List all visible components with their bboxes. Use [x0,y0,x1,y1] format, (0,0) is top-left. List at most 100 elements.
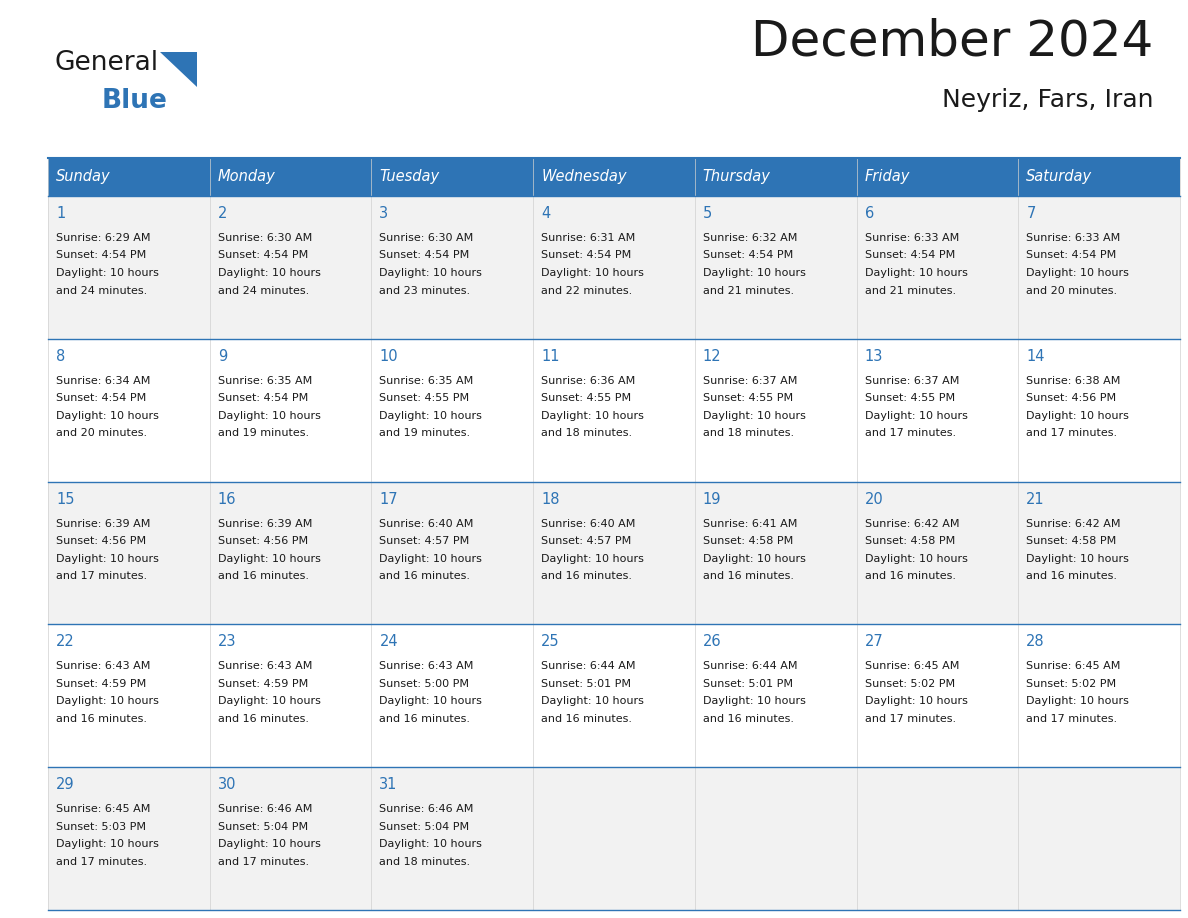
Text: and 16 minutes.: and 16 minutes. [379,714,470,724]
Text: 2: 2 [217,206,227,221]
Text: Daylight: 10 hours: Daylight: 10 hours [703,697,805,706]
Text: and 16 minutes.: and 16 minutes. [217,571,309,581]
Text: 21: 21 [1026,492,1045,507]
Text: Sunrise: 6:40 AM: Sunrise: 6:40 AM [542,519,636,529]
Text: Sunrise: 6:32 AM: Sunrise: 6:32 AM [703,233,797,243]
Text: Sunrise: 6:38 AM: Sunrise: 6:38 AM [1026,375,1120,386]
Text: and 16 minutes.: and 16 minutes. [542,571,632,581]
Text: Sunrise: 6:43 AM: Sunrise: 6:43 AM [379,661,474,671]
Text: Daylight: 10 hours: Daylight: 10 hours [379,697,482,706]
Text: and 18 minutes.: and 18 minutes. [703,429,794,438]
Text: Sunset: 4:55 PM: Sunset: 4:55 PM [865,393,955,403]
Text: Sunset: 4:54 PM: Sunset: 4:54 PM [56,251,146,261]
Text: Sunrise: 6:44 AM: Sunrise: 6:44 AM [542,661,636,671]
Text: Daylight: 10 hours: Daylight: 10 hours [542,697,644,706]
Text: Daylight: 10 hours: Daylight: 10 hours [865,410,967,420]
Text: Sunset: 4:56 PM: Sunset: 4:56 PM [56,536,146,546]
Text: 8: 8 [56,349,65,364]
Text: and 23 minutes.: and 23 minutes. [379,285,470,296]
Text: and 20 minutes.: and 20 minutes. [56,429,147,438]
Text: and 20 minutes.: and 20 minutes. [1026,285,1118,296]
Bar [48,624,1180,767]
Text: and 16 minutes.: and 16 minutes. [703,571,794,581]
Polygon shape [160,52,197,87]
Text: 3: 3 [379,206,388,221]
Text: and 17 minutes.: and 17 minutes. [1026,429,1118,438]
Text: Monday: Monday [217,170,276,185]
Text: Daylight: 10 hours: Daylight: 10 hours [1026,268,1129,278]
Text: 11: 11 [542,349,560,364]
Text: Sunrise: 6:44 AM: Sunrise: 6:44 AM [703,661,797,671]
Text: Sunset: 4:54 PM: Sunset: 4:54 PM [217,251,308,261]
Text: 18: 18 [542,492,560,507]
Text: Sunrise: 6:39 AM: Sunrise: 6:39 AM [56,519,151,529]
Bar [48,482,1180,624]
Text: Sunset: 4:54 PM: Sunset: 4:54 PM [542,251,631,261]
Text: and 17 minutes.: and 17 minutes. [56,571,147,581]
Text: and 22 minutes.: and 22 minutes. [542,285,632,296]
Bar [48,339,1180,482]
Bar [533,158,695,196]
Text: Daylight: 10 hours: Daylight: 10 hours [379,410,482,420]
Text: 28: 28 [1026,634,1045,649]
Text: 9: 9 [217,349,227,364]
Text: Daylight: 10 hours: Daylight: 10 hours [542,554,644,564]
Text: Sunrise: 6:45 AM: Sunrise: 6:45 AM [1026,661,1120,671]
Text: Thursday: Thursday [703,170,771,185]
Text: Sunrise: 6:42 AM: Sunrise: 6:42 AM [1026,519,1120,529]
Text: Sunrise: 6:36 AM: Sunrise: 6:36 AM [542,375,636,386]
Text: Daylight: 10 hours: Daylight: 10 hours [217,839,321,849]
Text: Daylight: 10 hours: Daylight: 10 hours [542,268,644,278]
Text: and 16 minutes.: and 16 minutes. [703,714,794,724]
Text: Sunset: 4:58 PM: Sunset: 4:58 PM [1026,536,1117,546]
Text: 27: 27 [865,634,884,649]
Text: 20: 20 [865,492,884,507]
Text: Daylight: 10 hours: Daylight: 10 hours [379,268,482,278]
Text: Sunset: 4:56 PM: Sunset: 4:56 PM [1026,393,1117,403]
Text: 4: 4 [542,206,550,221]
Text: Sunset: 5:02 PM: Sunset: 5:02 PM [865,679,955,688]
Text: Sunset: 4:54 PM: Sunset: 4:54 PM [703,251,794,261]
Text: 23: 23 [217,634,236,649]
Text: 31: 31 [379,778,398,792]
Text: Sunrise: 6:31 AM: Sunrise: 6:31 AM [542,233,636,243]
Bar [372,158,533,196]
Text: Daylight: 10 hours: Daylight: 10 hours [703,410,805,420]
Text: Daylight: 10 hours: Daylight: 10 hours [865,554,967,564]
Text: Sunrise: 6:33 AM: Sunrise: 6:33 AM [865,233,959,243]
Text: Sunrise: 6:37 AM: Sunrise: 6:37 AM [703,375,797,386]
Text: Daylight: 10 hours: Daylight: 10 hours [379,839,482,849]
Text: Sunset: 5:01 PM: Sunset: 5:01 PM [542,679,631,688]
Text: and 16 minutes.: and 16 minutes. [865,571,955,581]
Text: Daylight: 10 hours: Daylight: 10 hours [703,268,805,278]
Text: and 16 minutes.: and 16 minutes. [56,714,147,724]
Text: Sunrise: 6:45 AM: Sunrise: 6:45 AM [56,804,151,814]
Text: 25: 25 [542,634,560,649]
Text: Sunrise: 6:46 AM: Sunrise: 6:46 AM [379,804,474,814]
Text: Sunrise: 6:41 AM: Sunrise: 6:41 AM [703,519,797,529]
Text: Sunrise: 6:29 AM: Sunrise: 6:29 AM [56,233,151,243]
Text: Sunday: Sunday [56,170,110,185]
Text: Sunset: 4:59 PM: Sunset: 4:59 PM [217,679,308,688]
Text: Sunset: 4:58 PM: Sunset: 4:58 PM [865,536,955,546]
Text: Sunrise: 6:42 AM: Sunrise: 6:42 AM [865,519,959,529]
Bar [48,767,1180,910]
Text: Sunset: 4:55 PM: Sunset: 4:55 PM [542,393,631,403]
Text: Sunset: 4:56 PM: Sunset: 4:56 PM [217,536,308,546]
Text: Sunrise: 6:45 AM: Sunrise: 6:45 AM [865,661,959,671]
Bar [48,196,1180,339]
Text: Sunrise: 6:43 AM: Sunrise: 6:43 AM [56,661,151,671]
Text: Sunset: 5:02 PM: Sunset: 5:02 PM [1026,679,1117,688]
Text: Daylight: 10 hours: Daylight: 10 hours [217,697,321,706]
Text: Saturday: Saturday [1026,170,1093,185]
Text: Sunrise: 6:40 AM: Sunrise: 6:40 AM [379,519,474,529]
Text: and 21 minutes.: and 21 minutes. [865,285,955,296]
Text: and 17 minutes.: and 17 minutes. [56,856,147,867]
Text: and 17 minutes.: and 17 minutes. [865,429,955,438]
Text: 30: 30 [217,778,236,792]
Text: Sunset: 5:03 PM: Sunset: 5:03 PM [56,822,146,832]
Text: and 16 minutes.: and 16 minutes. [1026,571,1117,581]
Text: Sunset: 4:57 PM: Sunset: 4:57 PM [542,536,631,546]
Text: Sunrise: 6:34 AM: Sunrise: 6:34 AM [56,375,151,386]
Text: Sunset: 4:54 PM: Sunset: 4:54 PM [217,393,308,403]
